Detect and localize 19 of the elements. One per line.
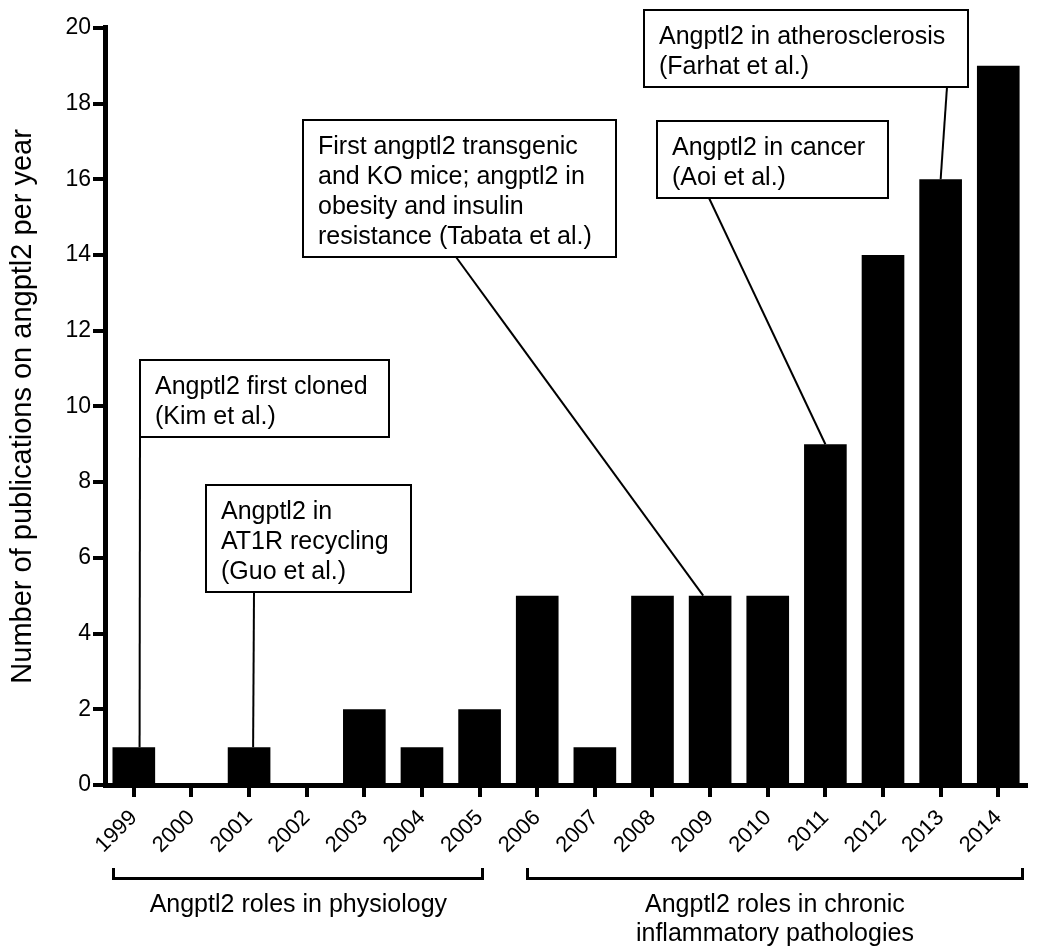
annotation: Angptl2 first cloned (Kim et al.) (155, 371, 368, 429)
annotation: Angptl2 in cancer (Aoi et al.) (672, 132, 866, 190)
annotation: Angptl2 in AT1R recycling (Guo et al.) (221, 496, 389, 584)
annotation: First angptl2 transgenic and KO mice; angptl2 in obesity and insulin resistance (Tabata et al.) (318, 131, 592, 249)
y-tick-label: 14 (65, 240, 92, 267)
y-tick-label: 6 (78, 543, 91, 570)
y-tick-label: 16 (65, 164, 91, 191)
annotation: Angptl2 in atherosclerosis (Farhat et al.) (659, 21, 946, 79)
y-tick-label: 8 (78, 467, 91, 494)
y-tick-label: 4 (78, 618, 92, 645)
y-tick-label: 12 (65, 316, 91, 343)
y-tick-label: 20 (65, 13, 91, 40)
text: Angptl2 roles in chronic inflammatory pathologies (634, 889, 915, 947)
y-tick-label: 10 (65, 391, 91, 418)
y-tick-label: 0 (78, 770, 91, 797)
y-tick-label: 2 (78, 694, 91, 721)
text: Angptl2 roles in physiology (148, 889, 449, 918)
y-axis-title: Number of publications on angptl2 per year (5, 128, 38, 684)
y-tick-label: 18 (65, 88, 91, 115)
